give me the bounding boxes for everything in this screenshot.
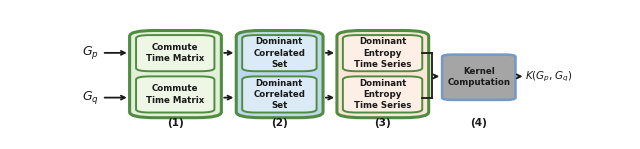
Text: $G_q$: $G_q$ <box>83 89 99 106</box>
Text: Kernel
Computation: Kernel Computation <box>447 67 510 87</box>
FancyBboxPatch shape <box>242 35 317 71</box>
Text: Dominant
Entropy
Time Series: Dominant Entropy Time Series <box>354 79 412 110</box>
Text: Dominant
Correlated
Set: Dominant Correlated Set <box>253 37 305 69</box>
Text: (2): (2) <box>271 118 288 128</box>
Text: Commute
Time Matrix: Commute Time Matrix <box>146 43 204 63</box>
FancyBboxPatch shape <box>337 31 429 118</box>
FancyBboxPatch shape <box>343 76 422 112</box>
Text: Commute
Time Matrix: Commute Time Matrix <box>146 84 204 105</box>
FancyBboxPatch shape <box>242 76 317 112</box>
Text: Dominant
Entropy
Time Series: Dominant Entropy Time Series <box>354 37 412 69</box>
Text: (1): (1) <box>167 118 184 128</box>
FancyBboxPatch shape <box>236 31 323 118</box>
FancyBboxPatch shape <box>136 76 214 112</box>
Text: (3): (3) <box>374 118 391 128</box>
Text: Dominant
Correlated
Set: Dominant Correlated Set <box>253 79 305 110</box>
FancyBboxPatch shape <box>343 35 422 71</box>
Text: $K(G_p,G_q)$: $K(G_p,G_q)$ <box>525 69 573 84</box>
Text: $G_p$: $G_p$ <box>83 44 99 61</box>
FancyBboxPatch shape <box>136 35 214 71</box>
FancyBboxPatch shape <box>129 31 221 118</box>
Text: (4): (4) <box>470 118 487 128</box>
FancyBboxPatch shape <box>442 55 515 100</box>
